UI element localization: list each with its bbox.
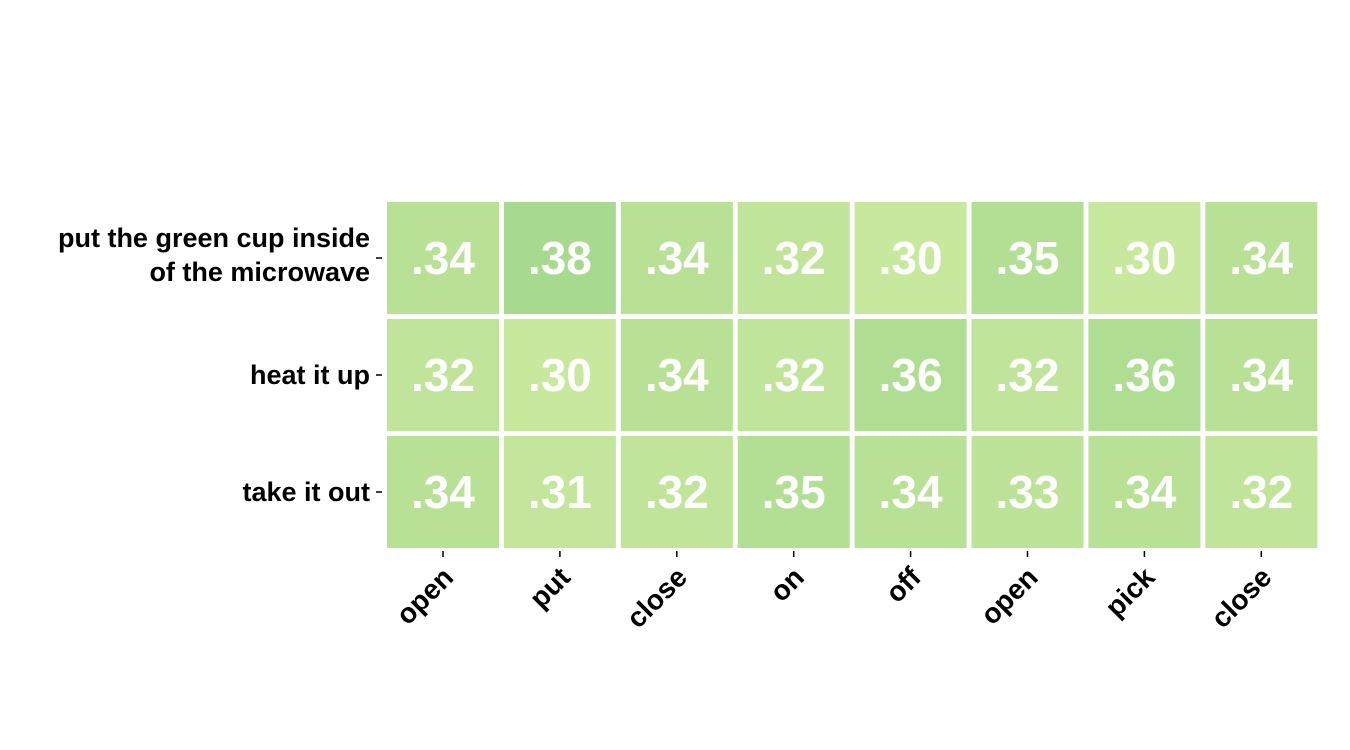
cell-value-label: .32 <box>411 349 475 401</box>
column-label: on <box>764 561 810 607</box>
cell-value-label: .34 <box>1229 349 1293 401</box>
heatmap-cell <box>1205 319 1318 431</box>
row-label: take it out <box>242 477 370 507</box>
cell-value-label: .36 <box>879 349 943 401</box>
heatmap-cell <box>1088 436 1201 548</box>
cell-value-label: .34 <box>879 466 943 518</box>
cell-value-label: .38 <box>528 232 592 284</box>
heatmap-cell <box>854 436 967 548</box>
heatmap-cell <box>503 436 616 548</box>
row-label-line: heat it up <box>250 360 370 390</box>
heatmap-cell <box>971 202 1084 314</box>
cell-value-label: .35 <box>996 232 1060 284</box>
row-label-line: take it out <box>242 477 370 507</box>
column-label: open <box>975 561 1044 630</box>
cell-value-label: .34 <box>645 349 709 401</box>
cell-value-label: .34 <box>645 232 709 284</box>
column-label: put <box>523 561 576 614</box>
heatmap-cell <box>1088 319 1201 431</box>
heatmap-cell <box>1205 436 1318 548</box>
heatmap-cells: .34 .38 .34 .32 .30 .35 .30 .34 .32 .30 .34 .32 .36.… <box>387 202 1318 548</box>
cell-value-label: .34 <box>411 466 475 518</box>
cell-value-label: .34 <box>411 232 475 284</box>
row-labels: put the green cup inside of the microwave… <box>58 223 382 507</box>
cell-value-label: .30 <box>1112 232 1176 284</box>
cell-value-label: .32 <box>645 466 709 518</box>
column-label: pick <box>1099 561 1161 623</box>
cell-value-label: .36 <box>1112 349 1176 401</box>
heatmap-cell <box>971 436 1084 548</box>
row-label-line: put the green cup inside <box>58 223 370 253</box>
cell-value-label: .32 <box>996 349 1060 401</box>
row-label: heat it up <box>250 360 370 390</box>
cell-value-label: .33 <box>996 466 1060 518</box>
column-labels: open put close on off open pick close <box>390 551 1278 634</box>
heatmap-cell <box>503 202 616 314</box>
heatmap-cell <box>971 319 1084 431</box>
heatmap-cell <box>620 202 733 314</box>
heatmap-cell <box>737 202 850 314</box>
cell-value-label: .35 <box>762 466 826 518</box>
cell-value-label: .30 <box>879 232 943 284</box>
heatmap-cell <box>854 202 967 314</box>
column-label: off <box>880 561 928 609</box>
row-label: put the green cup inside of the microwave <box>58 223 370 287</box>
cell-value-label: .30 <box>528 349 592 401</box>
heatmap-cell <box>387 319 499 431</box>
cell-value-label: .32 <box>762 349 826 401</box>
column-label: open <box>390 561 459 630</box>
heatmap-cell <box>737 319 850 431</box>
heatmap-cell <box>854 319 967 431</box>
cell-value-label: .32 <box>1229 466 1293 518</box>
heatmap-cell <box>503 319 616 431</box>
heatmap-cell <box>1088 202 1201 314</box>
cell-value-label: .34 <box>1229 232 1293 284</box>
heatmap-cell <box>737 436 850 548</box>
row-label-line: of the microwave <box>149 257 370 287</box>
heatmap-cell <box>387 436 499 548</box>
cell-value-label: .32 <box>762 232 826 284</box>
cell-value-label: .31 <box>528 466 592 518</box>
column-label: close <box>620 561 693 634</box>
heatmap-cell <box>1205 202 1318 314</box>
cell-value-label: .34 <box>1112 466 1176 518</box>
heatmap-cell <box>620 319 733 431</box>
column-label: close <box>1205 561 1278 634</box>
heatmap-cell <box>387 202 499 314</box>
heatmap-cell <box>620 436 733 548</box>
